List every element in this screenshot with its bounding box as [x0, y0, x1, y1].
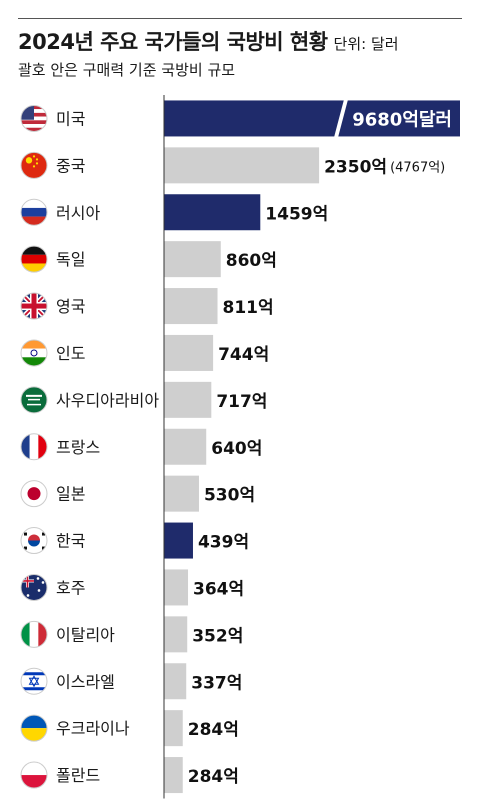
israel-flag-icon [21, 668, 47, 695]
us-flag-icon [21, 105, 47, 132]
unit-note: 단위: 달러 [333, 35, 399, 53]
country-label: 이탈리아 [56, 625, 115, 644]
flag-outline [20, 761, 48, 789]
bar [164, 428, 207, 465]
flag-outline [20, 292, 48, 320]
country-label: 일본 [56, 485, 85, 504]
bar [164, 381, 212, 418]
bar [164, 522, 193, 559]
axis-break-mark [334, 99, 348, 138]
australia-flag-icon [21, 574, 47, 601]
value-label: 811억 [223, 298, 274, 318]
bar [164, 475, 199, 512]
korea-flag-icon [21, 527, 47, 554]
country-label: 영국 [56, 297, 85, 316]
value-label: 717억 [216, 392, 267, 412]
bar [164, 663, 187, 700]
value-label: 744억 [218, 345, 269, 365]
japan-flag-icon [21, 480, 47, 507]
value-label: 1459억 [265, 204, 328, 224]
value-label: 284억 [188, 767, 239, 787]
uk-flag-icon [21, 293, 47, 320]
value-label: 2350억 [324, 157, 387, 177]
value-label: 640억 [211, 439, 262, 459]
country-label: 중국 [56, 156, 85, 175]
italy-flag-icon [21, 621, 47, 648]
saudi-flag-icon [21, 386, 47, 413]
country-label: 한국 [56, 532, 85, 551]
flag-outline [20, 104, 48, 132]
value-label: 352억 [192, 626, 243, 646]
country-label: 프랑스 [56, 438, 100, 457]
russia-flag-icon [21, 199, 47, 226]
chart-title: 2024년 주요 국가들의 국방비 현황 [18, 30, 328, 54]
germany-flag-icon [21, 246, 47, 273]
bar [164, 710, 183, 747]
flag-outline [20, 245, 48, 273]
bar [164, 241, 221, 278]
flag-outline [20, 667, 48, 695]
country-label: 우크라이나 [56, 719, 130, 738]
flag-outline [20, 198, 48, 226]
value-label: 364억 [193, 579, 244, 599]
value-label: 530억 [204, 486, 255, 506]
chart-subtitle: 괄호 안은 구매력 기준 국방비 규모 [18, 61, 236, 79]
country-label: 인도 [56, 344, 85, 363]
bar [164, 334, 214, 371]
china-flag-icon [21, 152, 47, 179]
bar [164, 288, 218, 325]
bar [164, 569, 189, 606]
value-label: 439억 [198, 533, 249, 553]
flag-outline [20, 620, 48, 648]
france-flag-icon [21, 433, 47, 460]
country-label: 호주 [56, 578, 85, 597]
india-flag-icon [21, 339, 47, 366]
country-label: 이스라엘 [56, 672, 115, 691]
ukraine-flag-icon [21, 715, 47, 742]
country-label: 러시아 [56, 203, 100, 222]
flag-outline [20, 339, 48, 367]
value-label: 337억 [191, 673, 242, 693]
flag-outline [20, 527, 48, 555]
flag-outline [20, 433, 48, 461]
value-label: 860억 [226, 251, 277, 271]
flag-outline [20, 573, 48, 601]
country-label: 미국 [56, 109, 85, 128]
flag-outline [20, 714, 48, 742]
bar [164, 147, 320, 184]
country-label: 사우디아라비아 [56, 391, 159, 410]
bar [164, 757, 183, 794]
country-label: 독일 [56, 250, 85, 269]
title-line: 2024년 주요 국가들의 국방비 현황 단위: 달러 [18, 26, 399, 56]
flag-outline [20, 151, 48, 179]
flag-outline [20, 480, 48, 508]
bar [164, 616, 188, 653]
value-label: 9680억달러 [352, 109, 452, 130]
top-rule [18, 18, 462, 19]
poland-flag-icon [21, 762, 47, 789]
bar [164, 100, 460, 137]
flag-outline [20, 386, 48, 414]
country-label: 폴란드 [56, 766, 100, 785]
value-label: 284억 [188, 720, 239, 740]
ppp-value-label: (4767억) [390, 160, 445, 175]
bar [164, 194, 261, 231]
